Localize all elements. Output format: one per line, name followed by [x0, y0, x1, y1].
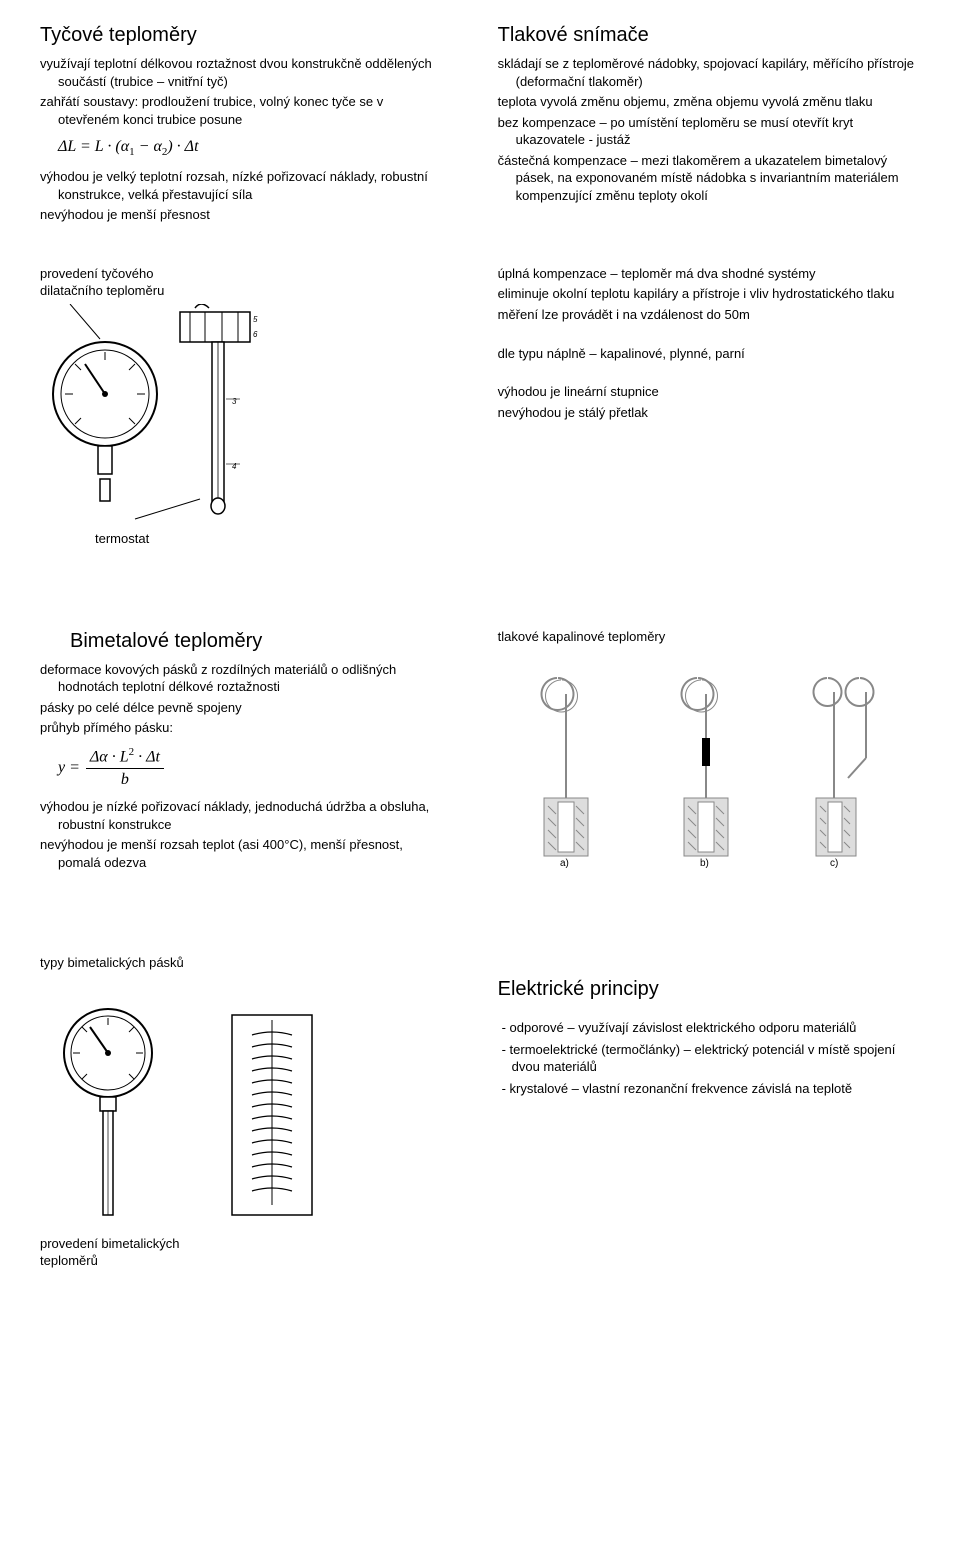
tycove-formula: ΔL = L · (α1 − α2) · Δt — [58, 136, 445, 160]
el-li1: - odporové – využívají závislost elektri… — [498, 1019, 920, 1037]
heading-bimetal: Bimetalové teploměry — [70, 628, 445, 655]
label-termostat: termostat — [95, 530, 445, 548]
svg-text:3: 3 — [232, 397, 237, 406]
col-kapalinove: tlakové kapalinové teploměry a) — [498, 628, 920, 875]
section-1: Tyčové teploměry využívají teplotní délk… — [40, 22, 920, 227]
formula-lhs: y = — [58, 757, 80, 779]
komp-p6: nevýhodou je stálý přetlak — [498, 404, 920, 422]
heading-kapalinove: tlakové kapalinové teploměry — [498, 628, 920, 646]
figure-bimetal-gauge — [40, 1005, 190, 1225]
svg-text:a): a) — [560, 858, 569, 868]
col-provedeni-tycove: provedení tyčového dilatačního teploměru — [40, 265, 445, 548]
figure-dilatation-thermometer: 5 6 3 4 — [40, 304, 300, 524]
col-bimetal: Bimetalové teploměry deformace kovových … — [40, 628, 445, 875]
svg-text:4: 4 — [232, 462, 237, 471]
bimetal-p3: průhyb přímého pásku: — [40, 719, 445, 737]
tlakove-p1: skládají se z teploměrové nádobky, spojo… — [498, 55, 920, 90]
label-bimetal-provedeni: provedení bimetalických teploměrů — [40, 1235, 200, 1270]
svg-text:c): c) — [830, 858, 838, 868]
section-3: Bimetalové teploměry deformace kovových … — [40, 628, 920, 875]
figure-bimetal-coil — [202, 1005, 342, 1225]
col-kompenzace: úplná kompenzace – teploměr má dva shodn… — [498, 265, 920, 548]
bimetal-p5: nevýhodou je menší rozsah teplot (asi 40… — [40, 836, 445, 871]
bimetal-p2: pásky po celé délce pevně spojeny — [40, 699, 445, 717]
svg-text:5: 5 — [253, 315, 258, 324]
komp-p4: dle typu náplně – kapalinové, plynné, pa… — [498, 345, 920, 363]
heading-tlakove: Tlakové snímače — [498, 22, 920, 49]
col-tycove: Tyčové teploměry využívají teplotní délk… — [40, 22, 445, 227]
tlakove-p4: částečná kompenzace – mezi tlakoměrem a … — [498, 152, 920, 205]
komp-p5: výhodou je lineární stupnice — [498, 383, 920, 401]
bimetal-p4: výhodou je nízké pořizovací náklady, jed… — [40, 798, 445, 833]
tlakove-p2: teplota vyvolá změnu objemu, změna objem… — [498, 93, 920, 111]
col-tlakove: Tlakové snímače skládají se z teploměrov… — [498, 22, 920, 227]
section-4: typy bimetalických pásků — [40, 954, 920, 1273]
bimetal-p1: deformace kovových pásků z rozdílných ma… — [40, 661, 445, 696]
komp-p2: eliminuje okolní teplotu kapiláry a přís… — [498, 285, 920, 303]
komp-p3: měření lze provádět i na vzdálenost do 5… — [498, 306, 920, 324]
el-li2: - termoelektrické (termočlánky) – elektr… — [498, 1041, 920, 1076]
col-bimetal-types: typy bimetalických pásků — [40, 954, 445, 1273]
tycove-p2: zahřátí soustavy: prodloužení trubice, v… — [40, 93, 445, 128]
svg-text:b): b) — [700, 858, 709, 868]
figure-liquid-thermometers: a) b) — [498, 658, 918, 868]
tycove-p1: využívají teplotní délkovou roztažnost d… — [40, 55, 445, 90]
heading-tycove: Tyčové teploměry — [40, 22, 445, 49]
label-provedeni-tycove: provedení tyčového dilatačního teploměru — [40, 265, 190, 300]
heading-elektricke: Elektrické principy — [498, 976, 920, 1003]
el-li3: - krystalové – vlastní rezonanční frekve… — [498, 1080, 920, 1098]
label-bimetal-types: typy bimetalických pásků — [40, 954, 445, 972]
tycove-p4: nevýhodou je menší přesnost — [40, 206, 445, 224]
komp-p1: úplná kompenzace – teploměr má dva shodn… — [498, 265, 920, 283]
svg-text:6: 6 — [253, 330, 258, 339]
tlakove-p3: bez kompenzace – po umístění teploměru s… — [498, 114, 920, 149]
tycove-p3: výhodou je velký teplotní rozsah, nízké … — [40, 168, 445, 203]
col-elektricke: Elektrické principy - odporové – využíva… — [498, 954, 920, 1273]
section-2: provedení tyčového dilatačního teploměru — [40, 265, 920, 548]
bimetal-formula: y = Δα · L2 · Δt b — [58, 745, 445, 791]
